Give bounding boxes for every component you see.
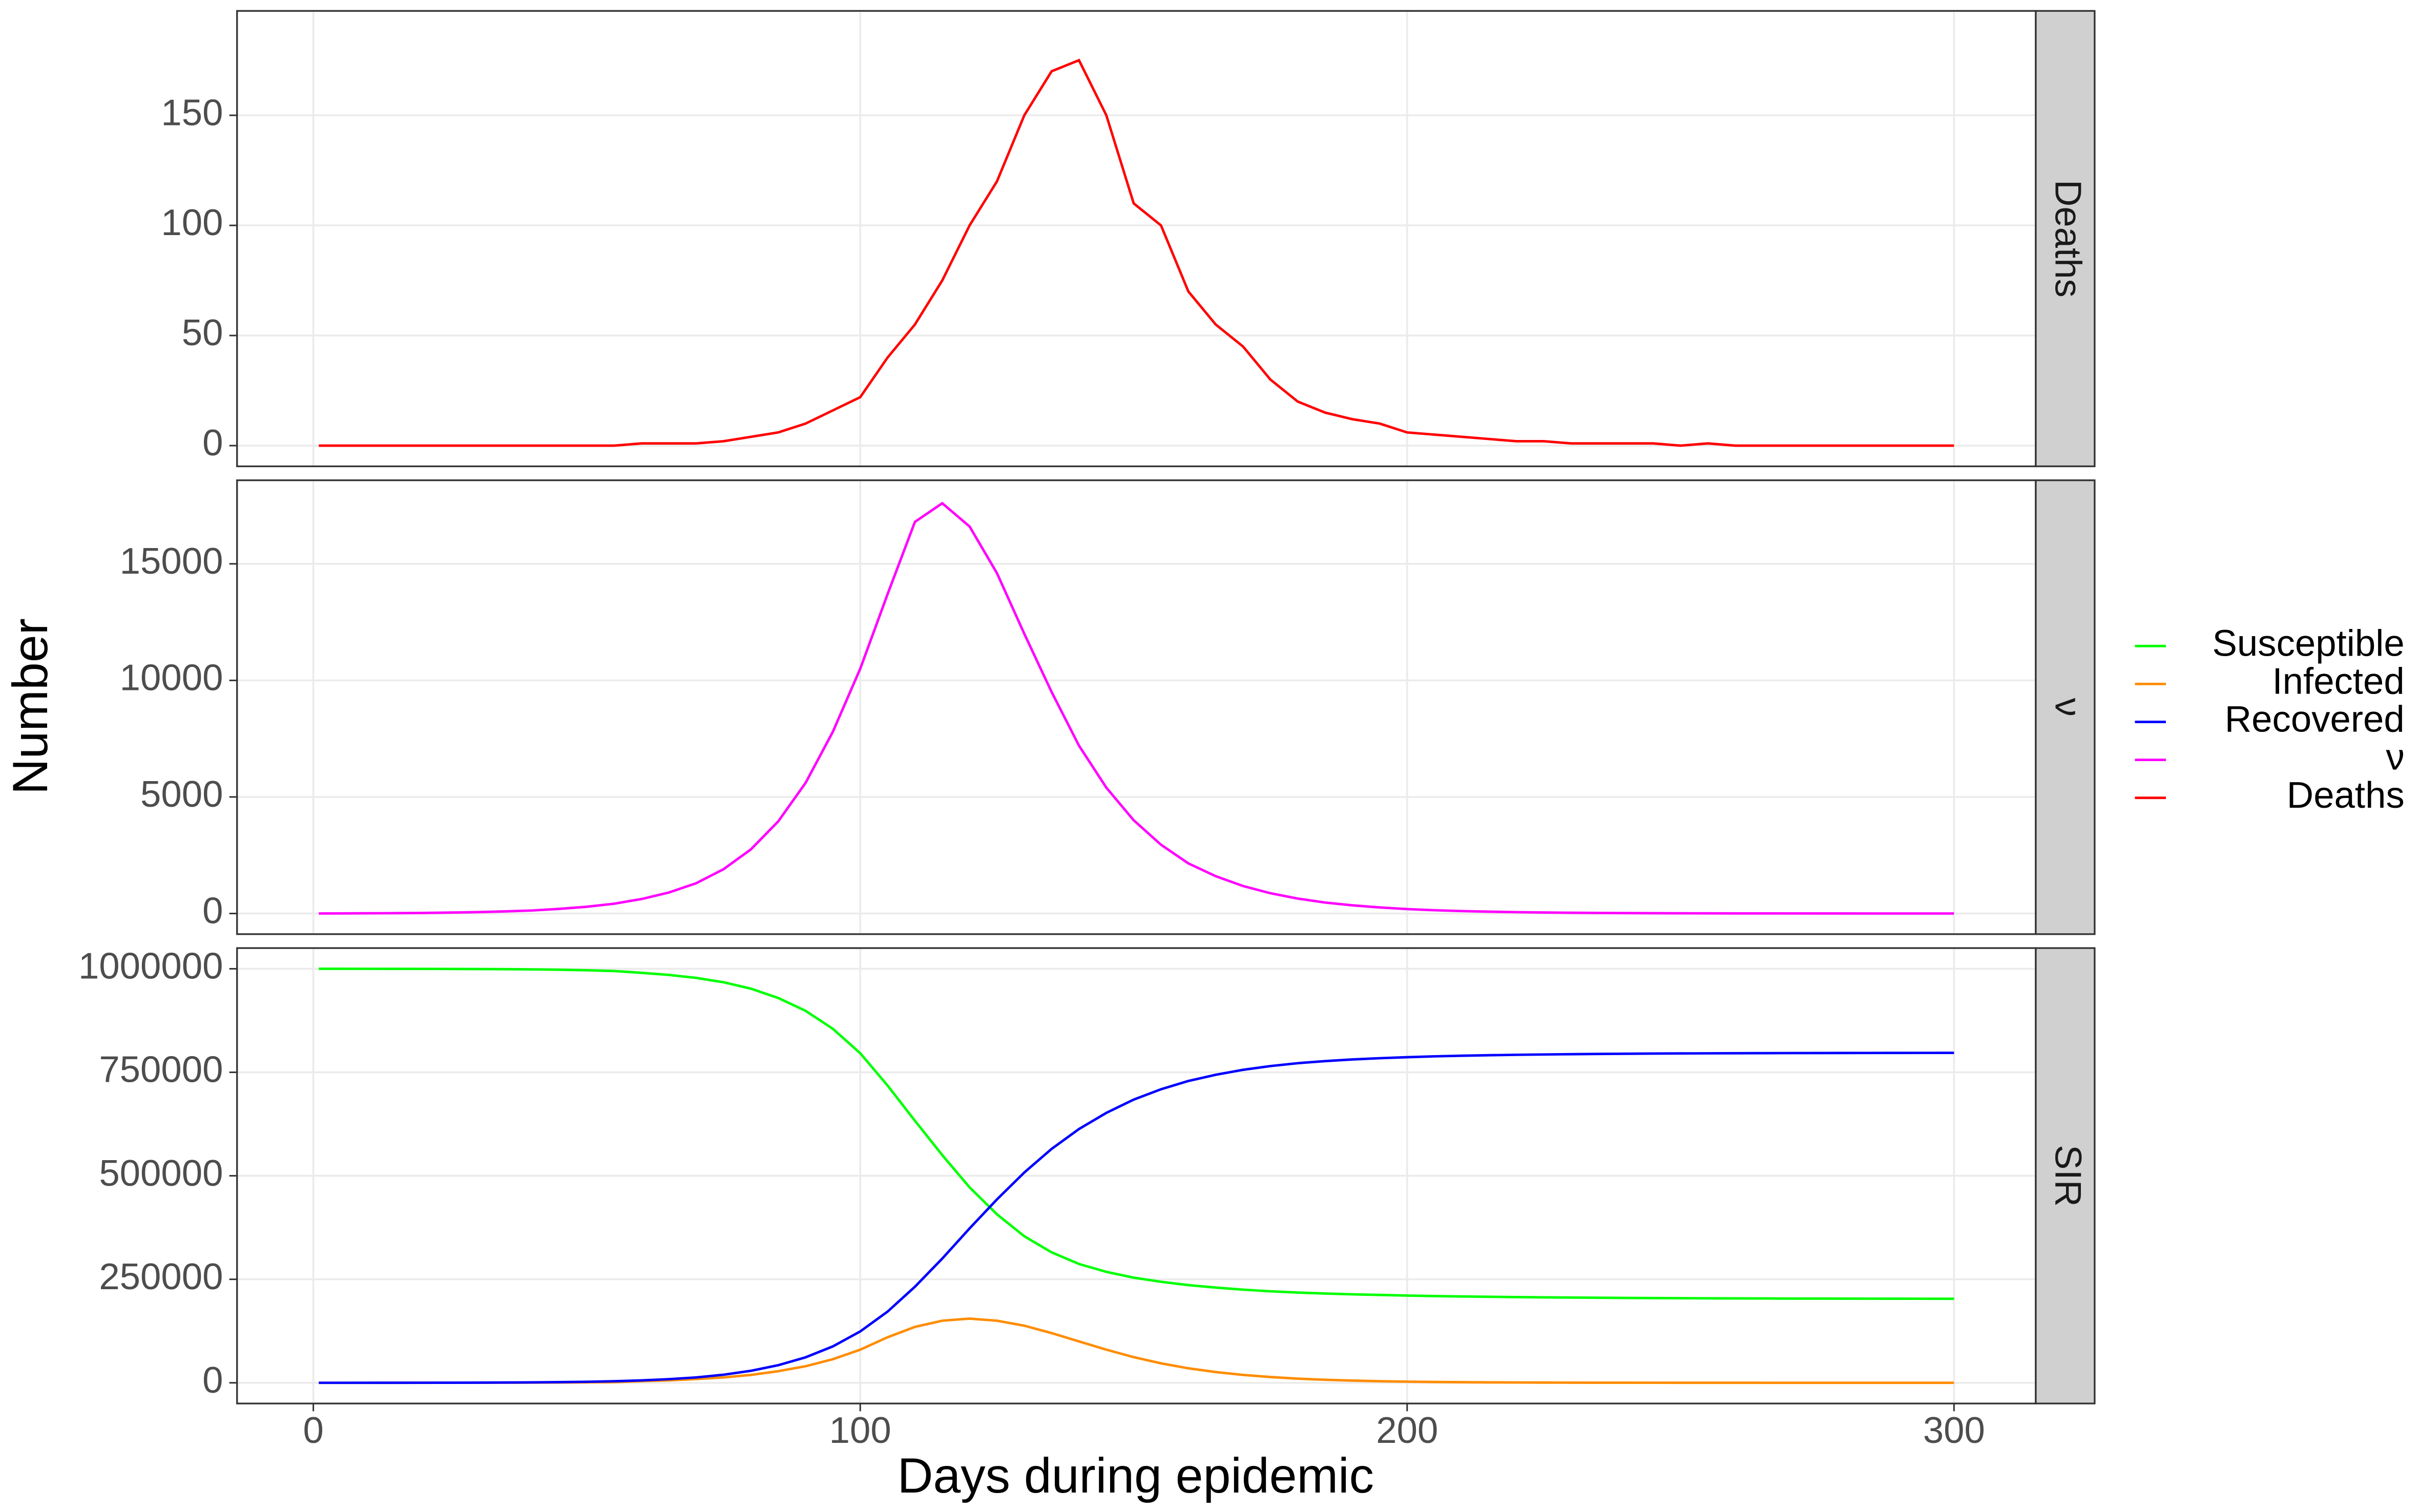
panel-border: [236, 10, 2037, 468]
y-tick-label: 5000: [140, 773, 223, 815]
y-tick-label: 250000: [99, 1256, 223, 1297]
strip: [2035, 479, 2096, 935]
line-series: [319, 1317, 1954, 1384]
y-tick-label: 100: [161, 202, 223, 243]
panel-border: [236, 479, 2037, 935]
y-axis-label: Number: [2, 618, 58, 794]
legend-label: Recovered: [2225, 699, 2405, 740]
legend-label: Susceptible: [2213, 622, 2405, 664]
y-tick-label: 0: [202, 422, 223, 464]
strip: [2035, 947, 2096, 1404]
y-tick-label: 150: [161, 92, 223, 133]
y-tick-label: 0: [202, 1359, 223, 1401]
x-axis-label: Days during epidemic: [898, 1447, 1374, 1503]
y-tick-label: 0: [202, 890, 223, 932]
x-tick-label: 100: [829, 1410, 891, 1451]
strip-label: Deaths: [2047, 180, 2089, 298]
x-tick-label: 0: [303, 1410, 323, 1451]
x-tick-label: 200: [1376, 1410, 1438, 1451]
y-tick-label: 50: [182, 312, 223, 353]
legend-label: Infected: [2272, 661, 2405, 702]
line-series: [319, 58, 1954, 447]
y-tick-label: 750000: [99, 1049, 223, 1090]
line-series: [319, 1052, 1954, 1384]
x-tick-label: 300: [1923, 1410, 1985, 1451]
strip-label: ν: [2047, 698, 2089, 717]
legend-label: ν: [2386, 737, 2404, 778]
line-series: [319, 968, 1954, 1300]
y-tick-label: 10000: [120, 657, 223, 699]
strip: [2035, 10, 2096, 468]
y-tick-label: 500000: [99, 1152, 223, 1194]
line-series: [319, 501, 1954, 915]
strip-label: SIR: [2047, 1145, 2089, 1207]
legend-label: Deaths: [2287, 774, 2405, 816]
y-tick-label: 1000000: [78, 946, 223, 987]
y-tick-label: 15000: [120, 540, 223, 582]
